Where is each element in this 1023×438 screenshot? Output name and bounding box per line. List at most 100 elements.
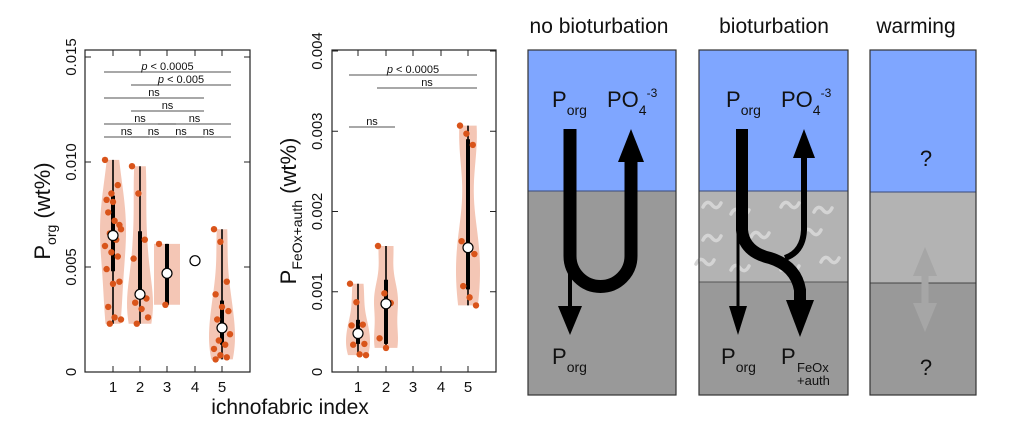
data-point (472, 302, 480, 309)
porg-top-label: Porg (552, 87, 587, 118)
significance-label: ns (175, 126, 187, 138)
porg-y-label: Porg (wt%) (30, 162, 59, 259)
data-point (362, 351, 370, 359)
x-tick-label: 4 (437, 379, 445, 396)
median-marker (462, 242, 474, 254)
y-tick-label: 0.002 (309, 193, 326, 231)
data-point (103, 196, 110, 203)
y-tick-label: 0.010 (63, 143, 80, 181)
data-point (350, 341, 357, 348)
data-point (460, 282, 467, 290)
data-point (381, 290, 388, 297)
y-tick-label: 0 (63, 368, 80, 376)
data-point (214, 316, 221, 323)
x-tick-label: 1 (109, 379, 117, 396)
data-point (382, 344, 390, 352)
burrow-squiggle (729, 263, 751, 273)
data-point (210, 226, 218, 233)
data-point (463, 130, 470, 137)
burrow-squiggle (749, 230, 771, 240)
data-point (217, 352, 224, 359)
data-point (346, 280, 354, 287)
x-axis-label: ichnofabric index (211, 396, 369, 419)
y-tick-label: 0.004 (309, 32, 326, 70)
burrow-squiggle (812, 205, 834, 215)
warming-question-top: ? (920, 146, 932, 171)
data-point (105, 209, 112, 216)
schematic-warming: warming ? ? (869, 15, 977, 396)
data-point (376, 335, 383, 342)
sediment (528, 191, 676, 395)
data-point (117, 226, 125, 233)
data-point (215, 337, 222, 344)
data-point (226, 331, 234, 338)
porg-top-label: Porg (726, 87, 761, 118)
significance-label: p < 0.0005 (386, 64, 439, 76)
data-point (361, 340, 368, 348)
data-point (359, 321, 366, 328)
data-point (141, 236, 148, 243)
warming-arrow-down-head (913, 303, 937, 332)
data-point (353, 298, 360, 306)
data-point (114, 181, 122, 189)
panel-frame (527, 49, 677, 396)
x-tick-label: 2 (382, 379, 390, 396)
median-marker (189, 255, 201, 267)
data-point (374, 242, 382, 250)
data-point (348, 322, 355, 329)
significance-label: ns (148, 126, 160, 138)
po4-arrow-head (793, 129, 815, 158)
pfeox-sub-label-2: +auth (797, 373, 830, 388)
y-tick-label: 0 (309, 368, 326, 376)
data-point (217, 238, 224, 245)
significance-label: ns (148, 87, 160, 99)
water-column (528, 50, 676, 191)
x-tick-label: 2 (136, 379, 144, 396)
pfeox-y-label: PFeOx+auth (wt%) (276, 138, 305, 285)
schematic-title-no-bioturbation: no bioturbation (530, 15, 669, 38)
burrow-squiggle (819, 255, 841, 265)
data-point (223, 278, 230, 285)
data-point (117, 316, 125, 323)
y-tick-label: 0.005 (63, 248, 80, 286)
median-marker (216, 322, 228, 334)
po4-arrow-head (618, 129, 644, 162)
data-point (109, 198, 117, 206)
pfeox-ticks: 0 0.001 0.002 0.003 0.004 1 2 3 4 5 (309, 32, 496, 396)
data-point (222, 341, 229, 348)
significance-label: p < 0.005 (157, 74, 204, 86)
data-point (458, 237, 465, 245)
redistribution-arrow (736, 129, 806, 305)
data-point (155, 240, 163, 248)
significance-label: p < 0.0005 (140, 61, 193, 73)
y-tick-label: 0.001 (309, 273, 326, 311)
x-tick-label: 3 (163, 379, 171, 396)
data-point (130, 255, 137, 262)
porg-burial-arrow-head (558, 306, 582, 335)
data-point (471, 250, 478, 258)
burrow-squiggle (701, 233, 723, 243)
porg-ticks: 0 0.005 0.010 0.015 1 2 3 4 5 (63, 38, 250, 396)
data-point (128, 163, 136, 170)
significance-label: ns (121, 126, 133, 138)
data-point (212, 356, 219, 363)
data-point (135, 190, 142, 197)
bioturbated-layer (699, 191, 848, 282)
data-point (456, 122, 464, 129)
po4-label: PO4-3 (607, 86, 658, 118)
warming-question-bottom: ? (920, 355, 932, 380)
median-marker (107, 229, 119, 242)
significance-label: ns (134, 113, 146, 125)
warming-arrow-up-head (913, 247, 937, 276)
median-marker (161, 267, 173, 279)
x-tick-label: 3 (409, 379, 417, 396)
data-point (162, 301, 169, 308)
significance-label: ns (203, 126, 215, 138)
data-point (210, 345, 218, 353)
x-tick-label: 1 (354, 379, 362, 396)
data-point (223, 354, 230, 361)
pfeox-violins (346, 122, 480, 359)
